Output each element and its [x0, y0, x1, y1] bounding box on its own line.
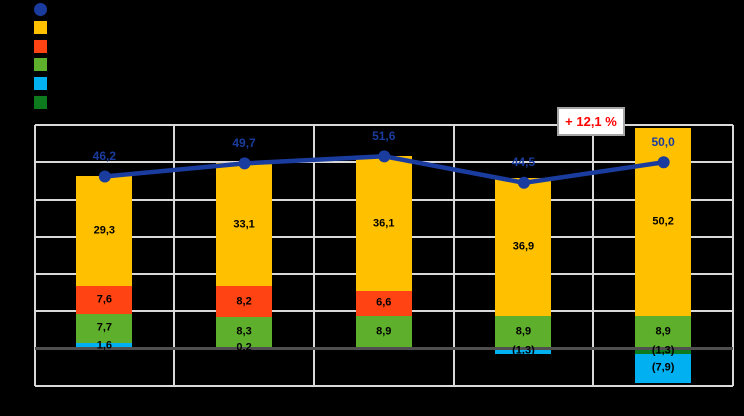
horizontal-gridline [34, 124, 733, 126]
bar-value-label: 7,7 [96, 321, 112, 334]
bar-value-label: 8,9 [515, 325, 532, 338]
bar-segment-cyan [635, 353, 692, 383]
bar-value-label: (1,3) [651, 344, 675, 357]
vertical-gridline [592, 125, 595, 386]
bar-value-label: 36,9 [512, 240, 535, 253]
bar-value-label: 0,2 [236, 341, 252, 354]
line-value-label: 50,0 [651, 134, 675, 149]
zero-axis-line [34, 347, 733, 351]
bar-segment-red-orange [216, 286, 273, 317]
bar-value-label: 6,6 [376, 296, 392, 309]
vertical-gridline [732, 125, 734, 386]
bar-segment-green [635, 315, 692, 349]
bar-value-label: 8,9 [376, 325, 392, 338]
line-point-marker [657, 156, 670, 169]
line-value-label: 46,2 [92, 148, 117, 163]
vertical-gridline [33, 125, 36, 386]
bar-segment-dark-green [635, 348, 692, 354]
bar-segment-orange [355, 156, 412, 291]
bar-segment-cyan [76, 342, 133, 349]
bar-value-label: 8,3 [236, 325, 252, 338]
bar-value-label: (1,3) [512, 344, 535, 357]
legend-marker-cyan [34, 77, 47, 90]
bar-value-label: 29,3 [93, 224, 116, 237]
annotation-text: + 12,1 % [565, 114, 617, 129]
bar-value-label: 1,6 [96, 339, 112, 352]
line-value-label: 49,7 [232, 135, 256, 150]
bar-value-label: 50,2 [652, 215, 674, 228]
legend-marker-orange [34, 21, 47, 34]
vertical-gridline [452, 125, 455, 386]
horizontal-gridline [34, 385, 733, 387]
legend-marker-red-orange [34, 40, 47, 53]
vertical-gridline [312, 125, 315, 386]
annotation-callout: + 12,1 % [557, 107, 625, 136]
bar-segment-green [76, 314, 133, 343]
bar-segment-green [216, 317, 273, 348]
vertical-gridline [173, 125, 176, 386]
line-point-marker [98, 170, 111, 183]
bar-segment-orange [76, 176, 133, 286]
bar-value-label: 8,2 [236, 295, 252, 308]
total-line-series [98, 150, 670, 189]
bar-segment-green [355, 315, 412, 349]
bar-value-label: 33,1 [233, 218, 255, 231]
bar-value-label: 8,9 [655, 325, 671, 338]
line-value-label: 44,5 [511, 155, 536, 170]
bar-value-label: (7,9) [651, 361, 675, 374]
legend-marker-green [34, 58, 47, 71]
line-value-label: 51,6 [372, 128, 396, 143]
line-point-marker [517, 176, 530, 189]
legend-marker-dark-green [34, 96, 47, 109]
line-point-marker [238, 157, 251, 170]
bar-segment-red-orange [355, 290, 412, 316]
bar-segment-orange [495, 177, 552, 316]
line-point-marker [377, 150, 390, 163]
bar-segment-red-orange [76, 285, 133, 315]
bar-segment-orange [216, 163, 273, 287]
bar-segment-cyan [495, 348, 552, 354]
bar-value-label: 36,1 [373, 217, 395, 230]
bar-value-label: 7,6 [96, 293, 112, 306]
legend-marker-blue-line-icon [34, 3, 47, 16]
bar-segment-green [495, 315, 552, 349]
